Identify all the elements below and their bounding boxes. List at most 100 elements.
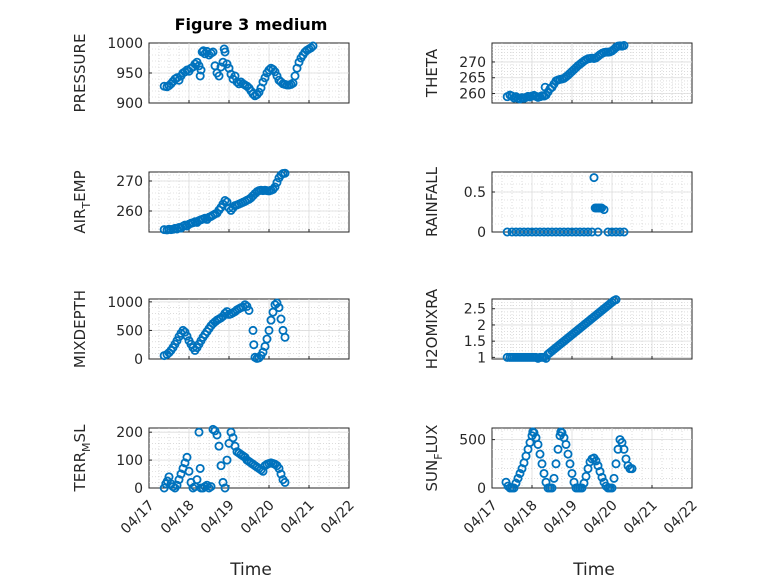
y-axis-label: THETA — [423, 48, 441, 98]
subplot-mixdepth: 0 500 1000 MIXDEPTH — [71, 290, 350, 368]
x-tick-label: 04/19 — [198, 497, 238, 537]
y-tick-label: 260 — [116, 204, 143, 220]
data-point — [220, 483, 230, 493]
y-tick-label: 0 — [134, 352, 143, 368]
data-point — [174, 475, 184, 485]
data-point — [535, 449, 545, 459]
y-axis-label: TERRMSL — [71, 424, 93, 493]
data-point — [228, 433, 238, 443]
data-point — [551, 459, 561, 469]
data-point — [260, 73, 270, 83]
y-tick-label: 1 — [477, 350, 486, 366]
data-point — [196, 65, 206, 75]
y-tick-label: 500 — [459, 433, 486, 449]
data-point — [222, 455, 232, 465]
x-tick-label: 04/20 — [581, 497, 621, 537]
data-point — [549, 473, 559, 483]
data-point — [249, 340, 259, 350]
y-axis-label: AIRTEMP — [71, 170, 93, 233]
data-point — [234, 79, 244, 89]
data-point — [182, 331, 192, 341]
data-point — [176, 469, 186, 479]
data-point — [509, 483, 519, 493]
data-point — [214, 441, 224, 451]
data-point — [266, 315, 276, 325]
y-tick-label: 100 — [116, 453, 143, 469]
data-point — [192, 475, 202, 485]
data-point — [178, 325, 188, 335]
data-point — [206, 482, 216, 492]
data-point — [597, 472, 607, 482]
data-point — [270, 182, 280, 192]
data-point — [218, 477, 228, 487]
data-point — [226, 427, 236, 437]
y-axis-label: PRESSURE — [71, 34, 89, 113]
x-tick-label: 04/19 — [541, 497, 581, 537]
x-tick-label: 04/21 — [621, 497, 661, 537]
y-tick-label: 0.5 — [464, 185, 486, 201]
subplot-terr_msl: 0 100 200 04/17 04/18 04/19 04/20 04/21 04/22 TER… — [71, 424, 358, 537]
data-point — [280, 477, 290, 487]
data-point — [195, 463, 205, 473]
data-point — [607, 483, 617, 493]
x-tick-label: 04/18 — [158, 497, 198, 537]
x-axis-label-right: Time — [572, 560, 615, 580]
y-tick-label: 0 — [477, 481, 486, 497]
data-point — [539, 468, 549, 478]
data-point — [583, 227, 593, 237]
data-point — [290, 71, 300, 81]
data-point — [537, 459, 547, 469]
subplot-air_temp: 260 270 AIRTEMP — [71, 168, 350, 235]
y-tick-label: 2 — [477, 318, 486, 334]
subplot-h2omixra: 11.522.5 H2OMIXRA — [423, 288, 693, 369]
data-point — [581, 471, 591, 481]
data-point — [515, 468, 525, 478]
data-point — [591, 456, 601, 466]
data-point — [172, 480, 182, 490]
data-point — [308, 41, 318, 51]
data-point — [272, 298, 282, 308]
data-point — [557, 428, 567, 438]
data-point — [513, 473, 523, 483]
data-point — [280, 332, 290, 342]
data-point — [511, 478, 521, 488]
y-tick-label: 500 — [116, 323, 143, 339]
data-point — [611, 295, 621, 305]
y-axis-label: SUNFLUX — [423, 425, 445, 492]
data-point — [533, 439, 543, 449]
x-tick-label: 04/18 — [501, 497, 541, 537]
y-tick-label: 270 — [459, 55, 486, 71]
x-tick-label: 04/17 — [118, 497, 158, 537]
data-point — [627, 464, 637, 474]
data-point — [567, 468, 577, 478]
y-tick-label: 260 — [459, 87, 486, 103]
data-point — [274, 303, 284, 313]
y-tick-label: 1000 — [107, 295, 143, 311]
data-point — [182, 452, 192, 462]
y-tick-label: 950 — [116, 66, 143, 82]
data-point — [254, 353, 264, 363]
y-tick-label: 900 — [116, 96, 143, 112]
subplot-pressure: 900 950 1000 PRESSURE — [71, 34, 350, 113]
data-point — [599, 205, 609, 215]
subplot-rainfall: 0 0.5 RAINFALL — [423, 166, 693, 241]
x-tick-label: 04/21 — [278, 497, 318, 537]
subplot-sun_flux: 0 500 04/17 04/18 04/19 04/20 04/21 04/22 SUNFLU… — [423, 425, 701, 538]
y-tick-label: 2.5 — [464, 302, 486, 318]
data-point — [502, 227, 512, 237]
y-tick-label: 270 — [116, 174, 143, 190]
data-point — [244, 305, 254, 315]
data-point — [184, 466, 194, 476]
figure-title: Figure 3 medium — [175, 15, 328, 34]
y-axis-label: H2OMIXRA — [423, 288, 441, 369]
data-point — [611, 459, 621, 469]
data-point — [274, 463, 284, 473]
data-point — [577, 483, 587, 493]
data-point — [619, 227, 629, 237]
data-point — [272, 177, 282, 187]
data-point — [561, 439, 571, 449]
data-point — [216, 461, 226, 471]
